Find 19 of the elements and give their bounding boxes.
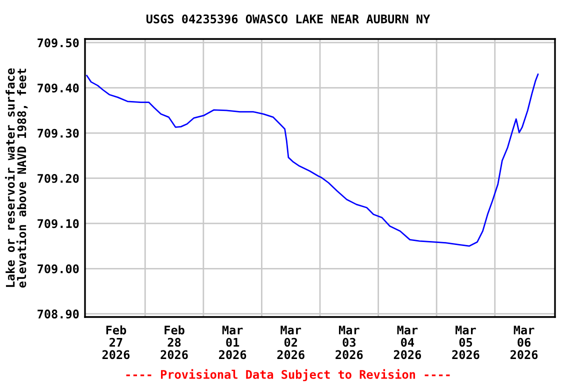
y-tick-label: 709.10 [38,219,79,228]
y-tick-label: 709.20 [38,174,79,183]
chart-title: USGS 04235396 OWASCO LAKE NEAR AUBURN NY [146,14,430,24]
x-tick-label: Mar 02 2026 [277,326,304,360]
y-tick-label: 709.30 [38,128,79,138]
text: ---- Provisional Data Subject to Revision ---- [126,369,450,382]
x-tick-label: Mar 06 2026 [510,326,538,360]
x-tick-label: Mar 04 2026 [394,326,422,360]
x-tick-label: Mar 05 2026 [452,326,480,360]
y-tick-label: 709.50 [38,38,79,48]
x-tick-label: Mar 01 2026 [219,326,246,360]
y-tick-label: 709.40 [38,84,79,93]
x-tick-label: Mar 03 2026 [336,326,363,360]
y-tick-label: 708.90 [38,310,79,319]
line-series [86,74,539,247]
x-tick-label: Feb 27 2026 [102,325,130,360]
x-tick-label: Feb 28 2026 [160,325,188,360]
y-tick-label: 709.00 [38,264,79,274]
y-axis-title: Lake or reservoir water surface elevation above NAVD 1988, feet [4,68,28,288]
